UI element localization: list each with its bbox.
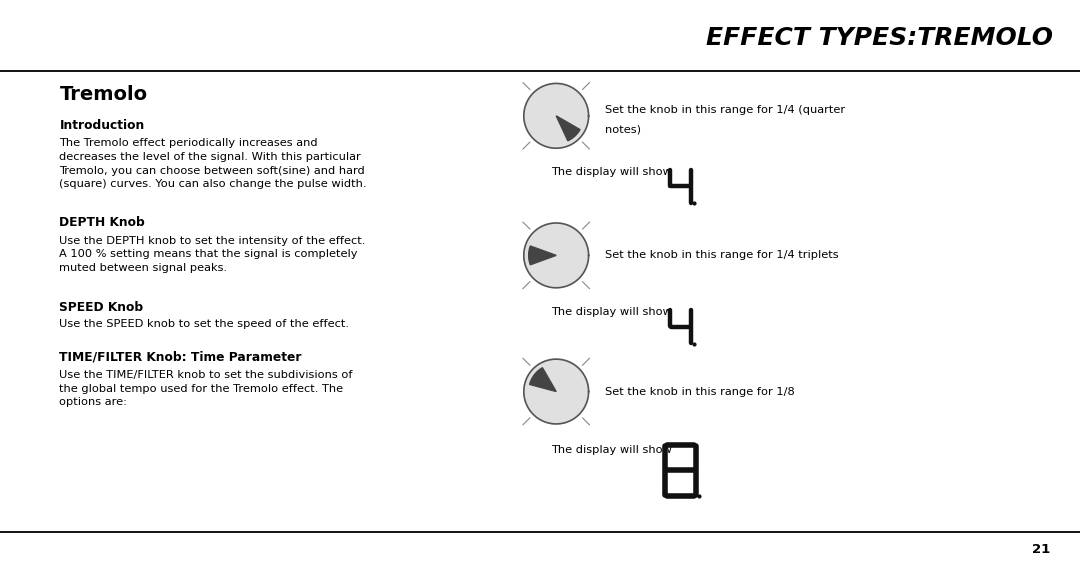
Polygon shape [529, 246, 556, 265]
Text: Set the knob in this range for 1/4 (quarter: Set the knob in this range for 1/4 (quar… [605, 105, 845, 115]
Polygon shape [556, 116, 580, 141]
Text: Introduction: Introduction [59, 119, 145, 132]
Text: Use the DEPTH knob to set the intensity of the effect.
A 100 % setting means tha: Use the DEPTH knob to set the intensity … [59, 236, 366, 273]
Text: EFFECT TYPES:TREMOLO: EFFECT TYPES:TREMOLO [706, 26, 1053, 50]
Text: The display will show: The display will show [551, 445, 672, 455]
Text: 21: 21 [1031, 542, 1050, 556]
Text: The Tremolo effect periodically increases and
decreases the level of the signal.: The Tremolo effect periodically increase… [59, 138, 367, 189]
Text: TIME/FILTER Knob: Time Parameter: TIME/FILTER Knob: Time Parameter [59, 350, 302, 363]
Text: SPEED Knob: SPEED Knob [59, 301, 144, 314]
Text: Use the SPEED knob to set the speed of the effect.: Use the SPEED knob to set the speed of t… [59, 319, 350, 329]
Text: Set the knob in this range for 1/8: Set the knob in this range for 1/8 [605, 386, 795, 397]
Text: The display will show: The display will show [551, 167, 672, 177]
Text: Tremolo: Tremolo [59, 85, 148, 104]
Text: DEPTH Knob: DEPTH Knob [59, 216, 145, 229]
Polygon shape [524, 84, 589, 148]
Text: The display will show: The display will show [551, 307, 672, 317]
Text: notes): notes) [605, 125, 640, 135]
Polygon shape [524, 223, 589, 288]
Text: Set the knob in this range for 1/4 triplets: Set the knob in this range for 1/4 tripl… [605, 250, 838, 260]
Polygon shape [529, 368, 556, 392]
Text: Use the TIME/FILTER knob to set the subdivisions of
the global tempo used for th: Use the TIME/FILTER knob to set the subd… [59, 370, 353, 407]
Polygon shape [524, 359, 589, 424]
